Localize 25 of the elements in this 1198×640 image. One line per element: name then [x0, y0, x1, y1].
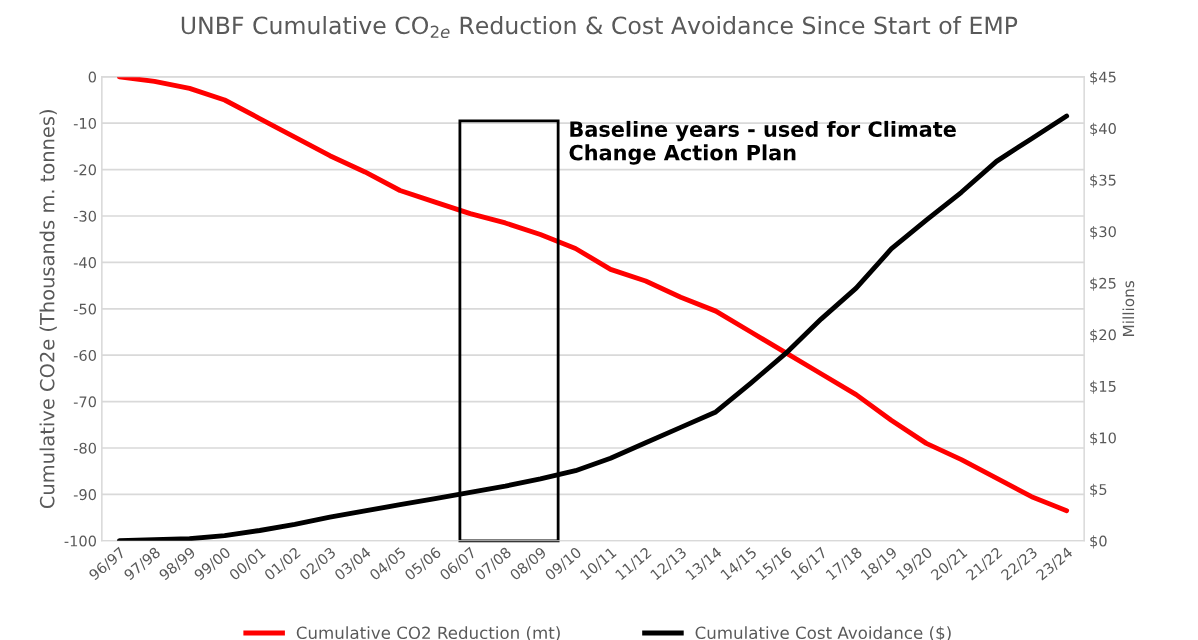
y2-tick-label: $5	[1090, 483, 1107, 497]
y2-tick-label: $20	[1090, 329, 1116, 343]
annotation: Baseline years - used for Climate Change Action Plan	[569, 120, 956, 165]
y2-tick-label: $25	[1090, 277, 1116, 291]
y2-tick-label: $0	[1090, 535, 1107, 549]
y2-tick-label: $10	[1090, 432, 1116, 446]
y-axis-title: Cumulative CO2e (Thousands m. tonnes)	[39, 110, 57, 509]
y-tick-label: -30	[73, 210, 96, 222]
y-tick-label: -10	[73, 117, 96, 129]
y-tick-label: -100	[64, 535, 96, 547]
y-tick-label: -80	[73, 442, 96, 454]
y2-axis-title: Millions	[1122, 280, 1135, 336]
y-tick-label: -50	[73, 303, 96, 315]
y2-tick-label: $35	[1090, 174, 1116, 188]
y-tick-label: -60	[73, 349, 96, 361]
y-tick-label: 0	[88, 71, 96, 83]
y2-tick-label: $45	[1090, 71, 1116, 85]
y-tick-label: -90	[73, 489, 96, 501]
y-tick-label: -40	[73, 257, 96, 269]
y-tick-label: -20	[73, 164, 96, 176]
chart-title: UNBF Cumulative CO$_{2e}$ Reduction & Cost Avoidance Since Start of EMP	[181, 16, 1018, 39]
y2-tick-label: $15	[1090, 380, 1116, 394]
y-tick-label: -70	[73, 396, 96, 408]
y2-tick-label: $40	[1090, 122, 1116, 137]
y2-tick-label: $30	[1090, 225, 1116, 240]
